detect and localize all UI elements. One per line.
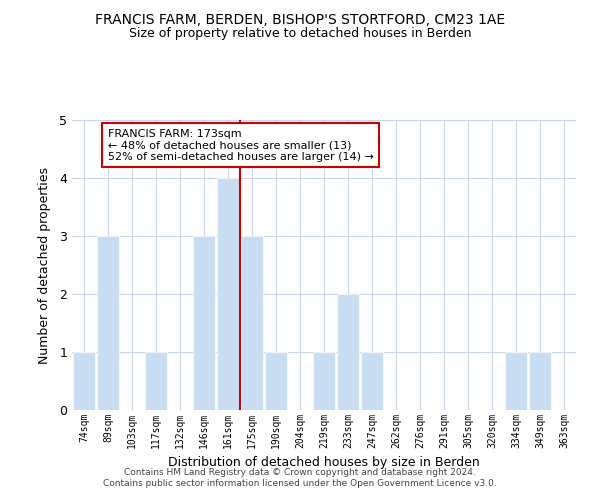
Bar [217,178,239,410]
Bar [97,236,119,410]
Y-axis label: Number of detached properties: Number of detached properties [38,166,51,364]
Bar [361,352,383,410]
Text: Contains HM Land Registry data © Crown copyright and database right 2024.
Contai: Contains HM Land Registry data © Crown c… [103,468,497,487]
Text: Size of property relative to detached houses in Berden: Size of property relative to detached ho… [129,28,471,40]
Bar [193,236,215,410]
Text: FRANCIS FARM, BERDEN, BISHOP'S STORTFORD, CM23 1AE: FRANCIS FARM, BERDEN, BISHOP'S STORTFORD… [95,12,505,26]
Bar [241,236,263,410]
Bar [145,352,167,410]
Bar [337,294,359,410]
Bar [73,352,95,410]
Bar [313,352,335,410]
Text: FRANCIS FARM: 173sqm
← 48% of detached houses are smaller (13)
52% of semi-detac: FRANCIS FARM: 173sqm ← 48% of detached h… [108,128,374,162]
X-axis label: Distribution of detached houses by size in Berden: Distribution of detached houses by size … [168,456,480,469]
Bar [265,352,287,410]
Bar [505,352,527,410]
Bar [529,352,551,410]
